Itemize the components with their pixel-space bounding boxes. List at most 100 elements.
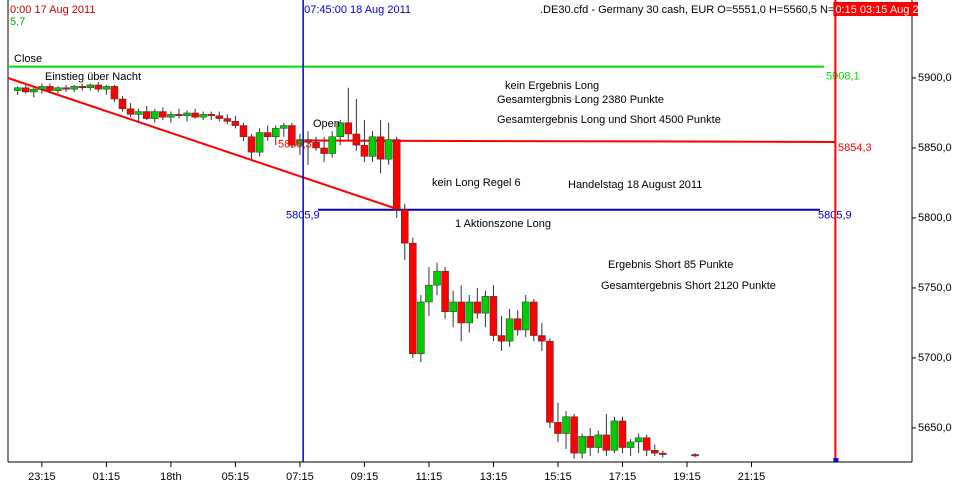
- candle-body: [586, 436, 594, 448]
- cursor-marker: [833, 458, 839, 462]
- candle-body: [659, 452, 667, 455]
- candle-body: [441, 270, 449, 313]
- y-tick-label: 5900,0: [918, 72, 952, 84]
- trend-line: [7, 77, 401, 211]
- candle-body: [465, 301, 474, 324]
- x-tick-label: 07:15: [286, 471, 314, 483]
- candle-body: [78, 86, 86, 89]
- candle-body: [578, 436, 586, 454]
- level-label: 5854,3: [838, 142, 872, 154]
- plot: [8, 65, 836, 459]
- y-tick-label: 5850,0: [918, 142, 952, 154]
- candle-body: [38, 86, 46, 90]
- candle-body: [215, 115, 224, 119]
- y-tick-label: 5750,0: [918, 282, 952, 294]
- annotation: Close: [14, 53, 42, 65]
- x-tick-label: 11:15: [416, 471, 443, 483]
- candle-body: [642, 437, 651, 451]
- candle-body: [142, 111, 151, 119]
- candle-body: [344, 122, 353, 135]
- candle-body: [691, 454, 699, 457]
- y-tick-label: 5650,0: [918, 422, 952, 434]
- candle-body: [239, 125, 248, 138]
- cursor-label-bg: [833, 2, 918, 16]
- candle-body: [54, 87, 62, 91]
- level-label: 5908,1: [826, 71, 860, 83]
- annotation: kein Ergebnis Long: [505, 80, 599, 92]
- x-tick-label: 01:15: [93, 471, 121, 483]
- candle-body: [651, 450, 659, 454]
- annotation: Gesamtergebnis Short 2120 Punkte: [601, 280, 776, 292]
- candle-body: [271, 128, 280, 138]
- candle-body: [94, 84, 103, 90]
- candle-body: [328, 136, 336, 154]
- annotation: Ergebnis Short 85 Punkte: [608, 259, 733, 271]
- candle-body: [86, 84, 95, 89]
- candle-body: [13, 87, 22, 91]
- candle-body: [304, 139, 312, 143]
- candle-body: [530, 301, 538, 336]
- candle-body: [497, 335, 506, 342]
- candle-body: [505, 318, 514, 342]
- x-tick-label: 05:15: [222, 471, 250, 483]
- x-tick-label: 18th: [160, 471, 181, 483]
- candle-body: [473, 301, 482, 314]
- candle-body: [191, 112, 199, 118]
- candle-body: [634, 437, 643, 443]
- candle-body: [513, 318, 522, 331]
- candle-body: [602, 434, 611, 451]
- candle-body: [481, 296, 490, 314]
- x-tick-label: 17:15: [609, 471, 637, 483]
- candle-body: [207, 114, 215, 117]
- chart-title: .DE30.cfd - Germany 30 cash, EUR O=5551,…: [540, 4, 847, 16]
- y-tick-label: 5800,0: [918, 212, 952, 224]
- candle-body: [489, 296, 498, 336]
- level-label: 5855,3: [278, 138, 312, 150]
- candle-body: [554, 422, 562, 434]
- x-tick-label: 21:15: [738, 471, 766, 483]
- x-tick-label: 13:15: [480, 471, 508, 483]
- candle-body: [336, 122, 344, 138]
- candle-body: [62, 87, 70, 90]
- candle-body: [175, 114, 183, 117]
- candle-body: [312, 142, 320, 149]
- annotation: 1 Aktionszone Long: [455, 218, 551, 230]
- candle-body: [425, 284, 433, 303]
- candle-body: [70, 86, 78, 90]
- candle-body: [562, 416, 570, 434]
- x-tick-label: 15:15: [544, 471, 572, 483]
- candle-body: [401, 209, 409, 244]
- annotation: Gesamtergbnis Long 2380 Punkte: [497, 94, 664, 106]
- x-tick-label: 19:15: [673, 471, 701, 483]
- candle-body: [546, 340, 554, 423]
- candle-body: [231, 121, 240, 126]
- x-tick-label: 23:15: [28, 471, 56, 483]
- cursor-label: 07:45:00 18 Aug 2011: [304, 4, 411, 16]
- candle-body: [433, 270, 441, 286]
- candle-body: [247, 136, 256, 153]
- candle-body: [223, 118, 232, 122]
- candle-body: [118, 98, 127, 110]
- y-tick-label: 5700,0: [918, 352, 952, 364]
- start-label: 0:00 17 Aug 2011: [10, 4, 95, 16]
- candle-body: [255, 132, 264, 153]
- candle-body: [409, 242, 417, 354]
- start-value: 5,7: [10, 16, 25, 28]
- candle-body: [352, 133, 361, 146]
- candle-body: [457, 301, 465, 324]
- candle-body: [263, 132, 272, 138]
- candle-body: [167, 114, 175, 118]
- candle-body: [126, 108, 135, 115]
- candle-body: [376, 136, 385, 160]
- candle-body: [199, 114, 207, 118]
- cursor-label: 0:15 03:15 Aug 2: [835, 4, 918, 16]
- candle-body: [46, 86, 54, 91]
- x-tick-label: 09:15: [351, 471, 379, 483]
- candle-body: [320, 147, 328, 154]
- candle-body: [392, 139, 401, 210]
- candle-body: [626, 441, 635, 448]
- candle-body: [618, 420, 627, 448]
- annotation: Handelstag 18 August 2011: [568, 179, 702, 191]
